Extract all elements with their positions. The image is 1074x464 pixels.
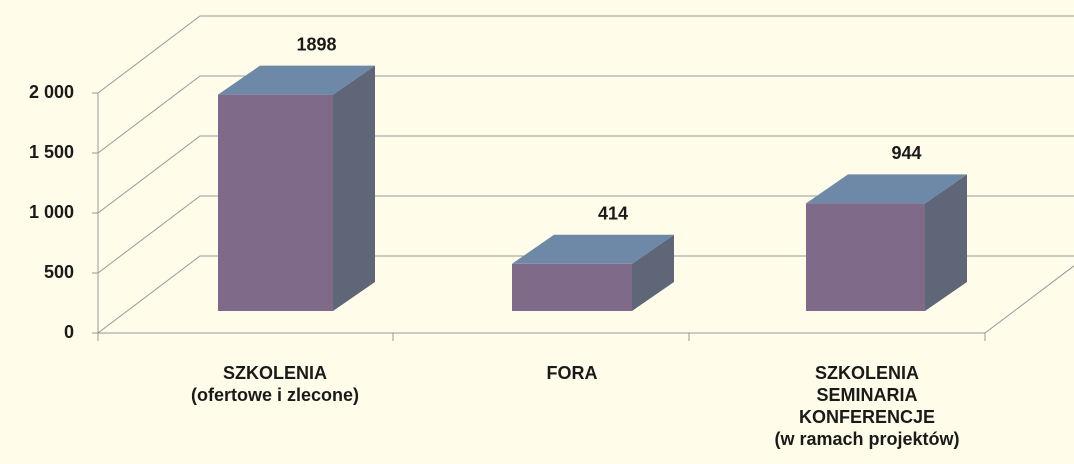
value-label: 944 [891,143,921,163]
grid-line [97,255,1074,334]
bar [512,263,632,311]
grid-line [97,75,1074,154]
bar [806,203,925,311]
bar-top [218,65,375,95]
grid-line [97,15,1074,94]
bar-top [512,234,674,264]
y-tick-label: 500 [44,262,74,282]
bar-side [632,234,674,311]
y-tick-label: 1 500 [29,142,74,162]
value-label: 1898 [296,34,336,54]
bar [218,94,333,312]
y-tick-label: 0 [64,322,74,342]
y-tick-label: 1 000 [29,202,74,222]
grid-line [97,135,1074,214]
bar-side [333,65,375,312]
bar-side [925,174,967,311]
y-tick-label: 2 000 [29,82,74,102]
x-tick-label: FORA [547,363,598,383]
grid-line [97,195,1074,274]
value-label: 414 [598,204,628,224]
x-tick-label: SZKOLENIA (ofertowe i zlecone) [191,363,359,405]
bar-top [806,174,967,204]
x-tick-label: SZKOLENIA SEMINARIA KONFERENCJE (w ramach p… [774,363,959,449]
